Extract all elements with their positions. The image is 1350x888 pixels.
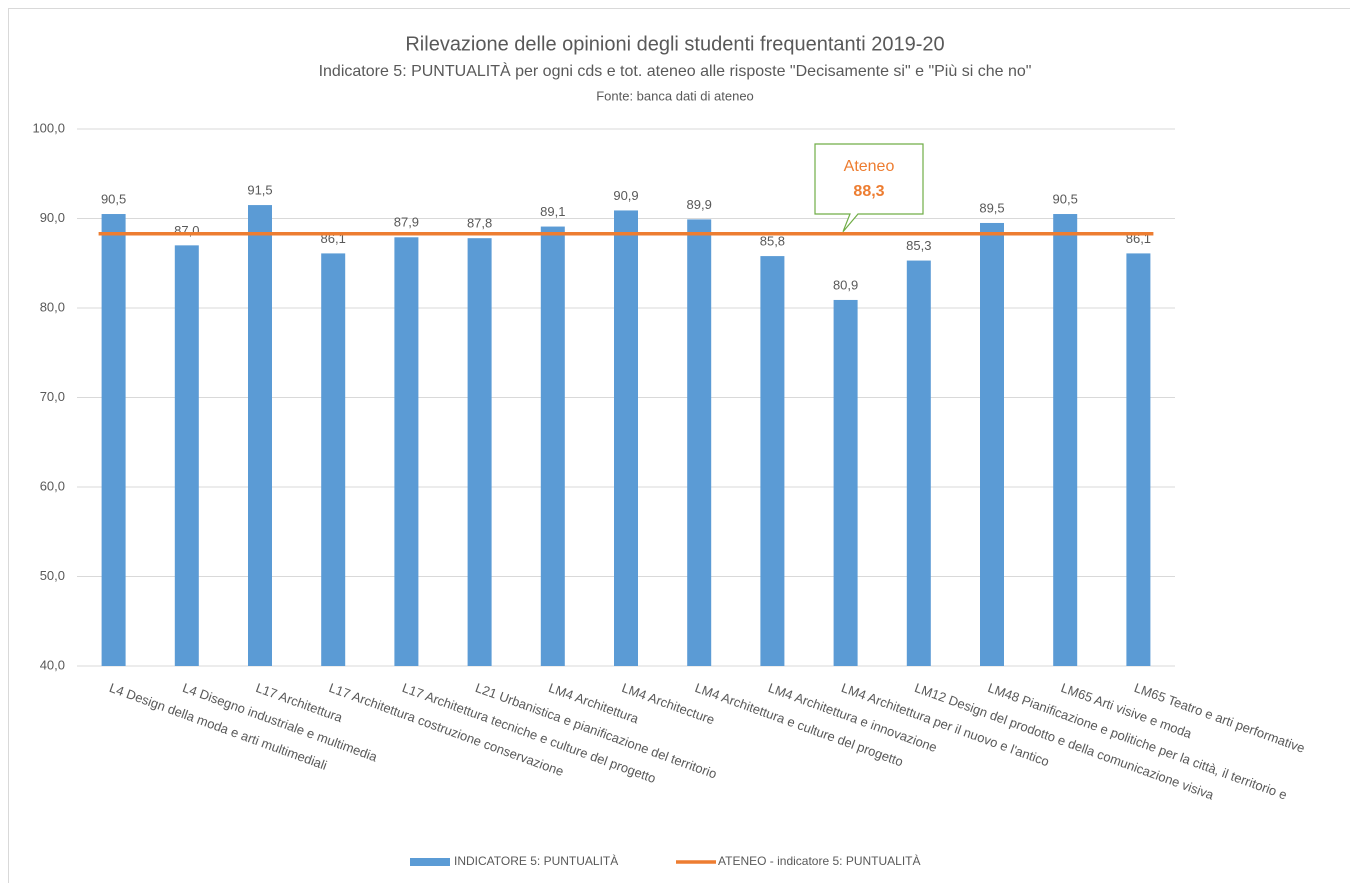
data-label: 90,5 [101,191,126,206]
data-label: 91,5 [247,183,272,198]
data-label: 87,8 [467,216,492,231]
bar [687,219,711,666]
bar [1053,214,1077,666]
data-label: 89,5 [979,200,1004,215]
bar [834,300,858,666]
data-label: 89,9 [687,197,712,212]
legend-swatch [410,858,450,866]
y-tick-label: 60,0 [40,478,65,493]
bar [175,245,199,666]
bar [980,223,1004,666]
bar [248,205,272,666]
chart-source: Fonte: banca dati di ateneo [596,88,754,103]
y-tick-label: 80,0 [40,299,65,314]
bar [1126,253,1150,666]
chart-title: Rilevazione delle opinioni degli student… [405,33,944,55]
bar [614,210,638,666]
bar [760,256,784,666]
callout-text: Ateneo [844,158,895,175]
y-tick-label: 90,0 [40,210,65,225]
data-label: 90,5 [1053,191,1078,206]
legend-label: INDICATORE 5: PUNTUALITÀ [454,853,618,868]
data-label: 80,9 [833,277,858,292]
y-tick-label: 100,0 [32,120,65,135]
y-tick-label: 40,0 [40,657,65,672]
bar [321,253,345,666]
bar [102,214,126,666]
data-label: 89,1 [540,204,565,219]
bar [541,227,565,666]
y-tick-label: 50,0 [40,568,65,583]
bar [394,237,418,666]
y-tick-label: 70,0 [40,389,65,404]
data-label: 87,0 [174,223,199,238]
data-label: 90,9 [613,188,638,203]
bar [468,238,492,666]
data-label: 87,9 [394,215,419,230]
data-label: 85,8 [760,234,785,249]
bar [907,261,931,666]
data-label: 85,3 [906,238,931,253]
callout-value: 88,3 [853,183,884,200]
legend-label: ATENEO - indicatore 5: PUNTUALITÀ [718,853,921,868]
chart-subtitle: Indicatore 5: PUNTUALITÀ per ogni cds e … [319,61,1032,80]
